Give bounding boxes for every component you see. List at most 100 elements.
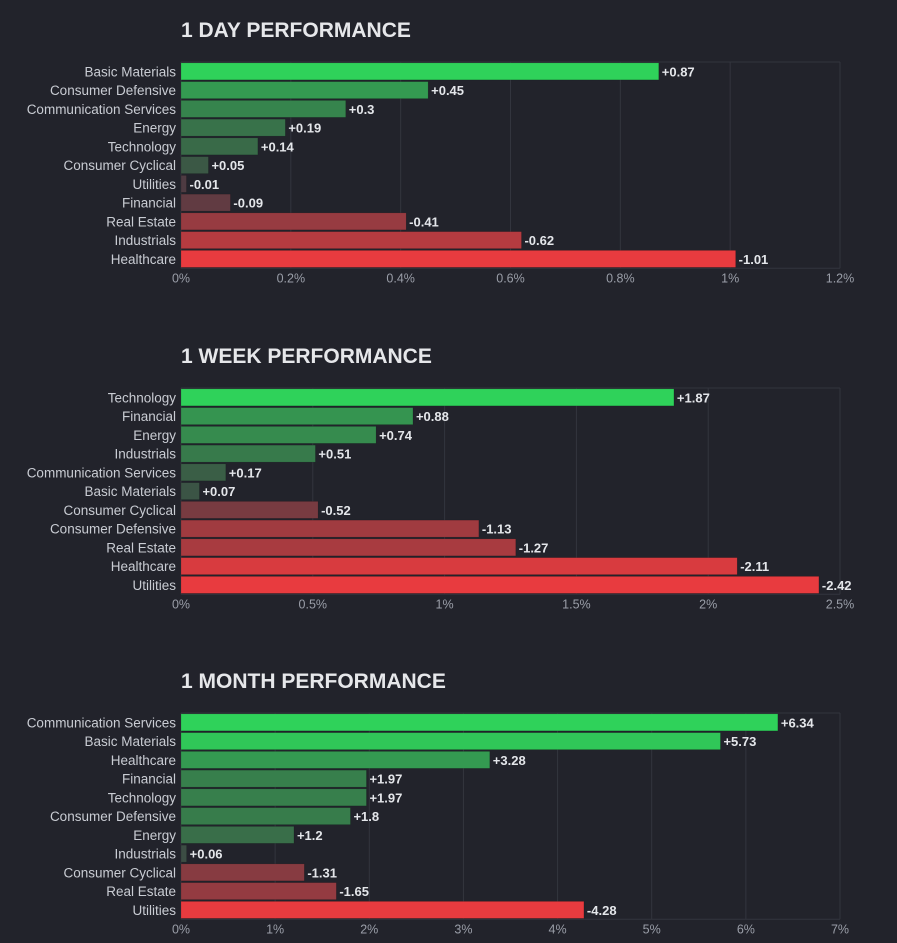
bar-consumer-cyclical[interactable] [180, 501, 319, 519]
value-label-communication-services: +0.17 [229, 465, 262, 480]
category-label-consumer-cyclical: Consumer Cyclical [63, 503, 176, 518]
value-label-healthcare: -2.11 [740, 559, 769, 574]
x-tick-label: 5% [643, 922, 661, 936]
bar-consumer-cyclical[interactable] [180, 863, 305, 882]
bar-healthcare[interactable] [180, 557, 738, 575]
bar-financial[interactable] [180, 193, 231, 212]
bar-utilities[interactable] [180, 175, 187, 193]
bar-industrials[interactable] [180, 444, 316, 463]
value-label-utilities: -0.01 [189, 177, 219, 192]
chart-title: 1 DAY PERFORMANCE [181, 19, 411, 42]
value-label-real-estate: -1.65 [339, 884, 369, 899]
category-label-real-estate: Real Estate [106, 214, 176, 229]
x-tick-label: 1.2% [826, 271, 855, 285]
value-label-financial: +1.97 [369, 772, 402, 787]
x-tick-label: 0.6% [496, 271, 525, 285]
chart-panel-2: 1 WEEK PERFORMANCE 0% 0.5% 1% 1.5% 2% 2.5% Tech… [27, 345, 855, 611]
category-label-communication-services: Communication Services [27, 715, 177, 730]
x-tick-label: 6% [737, 922, 755, 936]
bar-industrials[interactable] [180, 231, 522, 249]
value-label-consumer-defensive: +1.8 [353, 809, 379, 824]
x-tick-label: 0% [172, 271, 190, 285]
value-label-energy: +1.2 [297, 828, 323, 843]
category-label-energy: Energy [133, 121, 176, 136]
bar-basic-materials[interactable] [180, 732, 721, 750]
category-label-industrials: Industrials [114, 847, 176, 862]
bar-basic-materials[interactable] [180, 62, 660, 81]
bar-healthcare[interactable] [180, 250, 736, 268]
x-tick-label: 1% [721, 271, 739, 285]
x-tick-label: 0.4% [386, 271, 415, 285]
value-label-real-estate: -0.41 [409, 214, 439, 229]
bar-technology[interactable] [180, 788, 367, 807]
x-tick-label: 2% [360, 922, 378, 936]
value-label-technology: +1.97 [369, 790, 402, 805]
x-tick-label: 0.8% [606, 271, 635, 285]
category-label-basic-materials: Basic Materials [84, 734, 176, 749]
value-label-communication-services: +0.3 [349, 102, 375, 117]
category-label-real-estate: Real Estate [106, 540, 176, 555]
category-label-basic-materials: Basic Materials [84, 484, 176, 499]
category-label-consumer-cyclical: Consumer Cyclical [63, 865, 176, 880]
category-label-financial: Financial [122, 409, 176, 424]
bar-real-estate[interactable] [180, 538, 517, 557]
value-label-financial: +0.88 [416, 409, 449, 424]
value-label-basic-materials: +0.07 [202, 484, 235, 499]
bar-basic-materials[interactable] [180, 482, 200, 500]
bar-real-estate[interactable] [180, 882, 337, 900]
bar-energy[interactable] [180, 826, 295, 844]
category-label-consumer-cyclical: Consumer Cyclical [63, 158, 176, 173]
value-label-real-estate: -1.27 [519, 540, 549, 555]
value-label-consumer-defensive: -1.13 [482, 522, 512, 537]
bar-communication-services[interactable] [180, 100, 346, 118]
category-label-financial: Financial [122, 196, 176, 211]
category-label-industrials: Industrials [114, 447, 176, 462]
category-label-healthcare: Healthcare [111, 559, 176, 574]
x-tick-label: 2.5% [826, 597, 855, 611]
value-label-utilities: -2.42 [822, 578, 852, 593]
category-label-healthcare: Healthcare [111, 252, 176, 267]
category-label-consumer-defensive: Consumer Defensive [50, 83, 176, 98]
value-label-consumer-cyclical: -0.52 [321, 503, 351, 518]
bar-real-estate[interactable] [180, 212, 407, 231]
category-label-communication-services: Communication Services [27, 102, 177, 117]
category-label-technology: Technology [108, 790, 177, 805]
bar-utilities[interactable] [180, 901, 585, 919]
value-label-energy: +0.74 [379, 428, 413, 443]
value-label-healthcare: -1.01 [739, 252, 769, 267]
chart-title: 1 MONTH PERFORMANCE [181, 670, 446, 693]
category-label-healthcare: Healthcare [111, 753, 176, 768]
bar-communication-services[interactable] [180, 713, 779, 732]
bar-communication-services[interactable] [180, 463, 227, 482]
chart-panel-1: 1 DAY PERFORMANCE 0% 0.2% 0.4% 0.6% 0.8% 1% 1.2… [27, 19, 855, 285]
category-label-utilities: Utilities [132, 578, 176, 593]
value-label-industrials: +0.06 [190, 847, 223, 862]
bar-industrials[interactable] [180, 844, 187, 863]
bar-technology[interactable] [180, 388, 675, 407]
category-label-real-estate: Real Estate [106, 884, 176, 899]
x-tick-label: 0.5% [299, 597, 328, 611]
bar-utilities[interactable] [180, 576, 820, 594]
value-label-consumer-defensive: +0.45 [431, 83, 464, 98]
value-label-energy: +0.19 [288, 121, 321, 136]
bar-healthcare[interactable] [180, 751, 491, 769]
bar-consumer-cyclical[interactable] [180, 156, 209, 174]
value-label-consumer-cyclical: +0.05 [211, 158, 244, 173]
category-label-communication-services: Communication Services [27, 465, 177, 480]
value-label-utilities: -4.28 [587, 903, 617, 918]
bar-consumer-defensive[interactable] [180, 807, 351, 825]
value-label-industrials: -0.62 [524, 233, 554, 248]
bar-financial[interactable] [180, 407, 414, 425]
category-label-energy: Energy [133, 828, 176, 843]
chart-title: 1 WEEK PERFORMANCE [181, 345, 432, 368]
bar-energy[interactable] [180, 426, 377, 444]
x-tick-label: 7% [831, 922, 849, 936]
bar-consumer-defensive[interactable] [180, 81, 429, 99]
category-label-technology: Technology [108, 390, 177, 405]
bar-energy[interactable] [180, 118, 286, 137]
chart-panel-3: 1 MONTH PERFORMANCE 0% 1% 2% 3% 4% 5% 6% 7% Commu… [27, 670, 849, 936]
bar-financial[interactable] [180, 769, 367, 788]
bar-consumer-defensive[interactable] [180, 519, 480, 538]
bar-technology[interactable] [180, 137, 259, 156]
